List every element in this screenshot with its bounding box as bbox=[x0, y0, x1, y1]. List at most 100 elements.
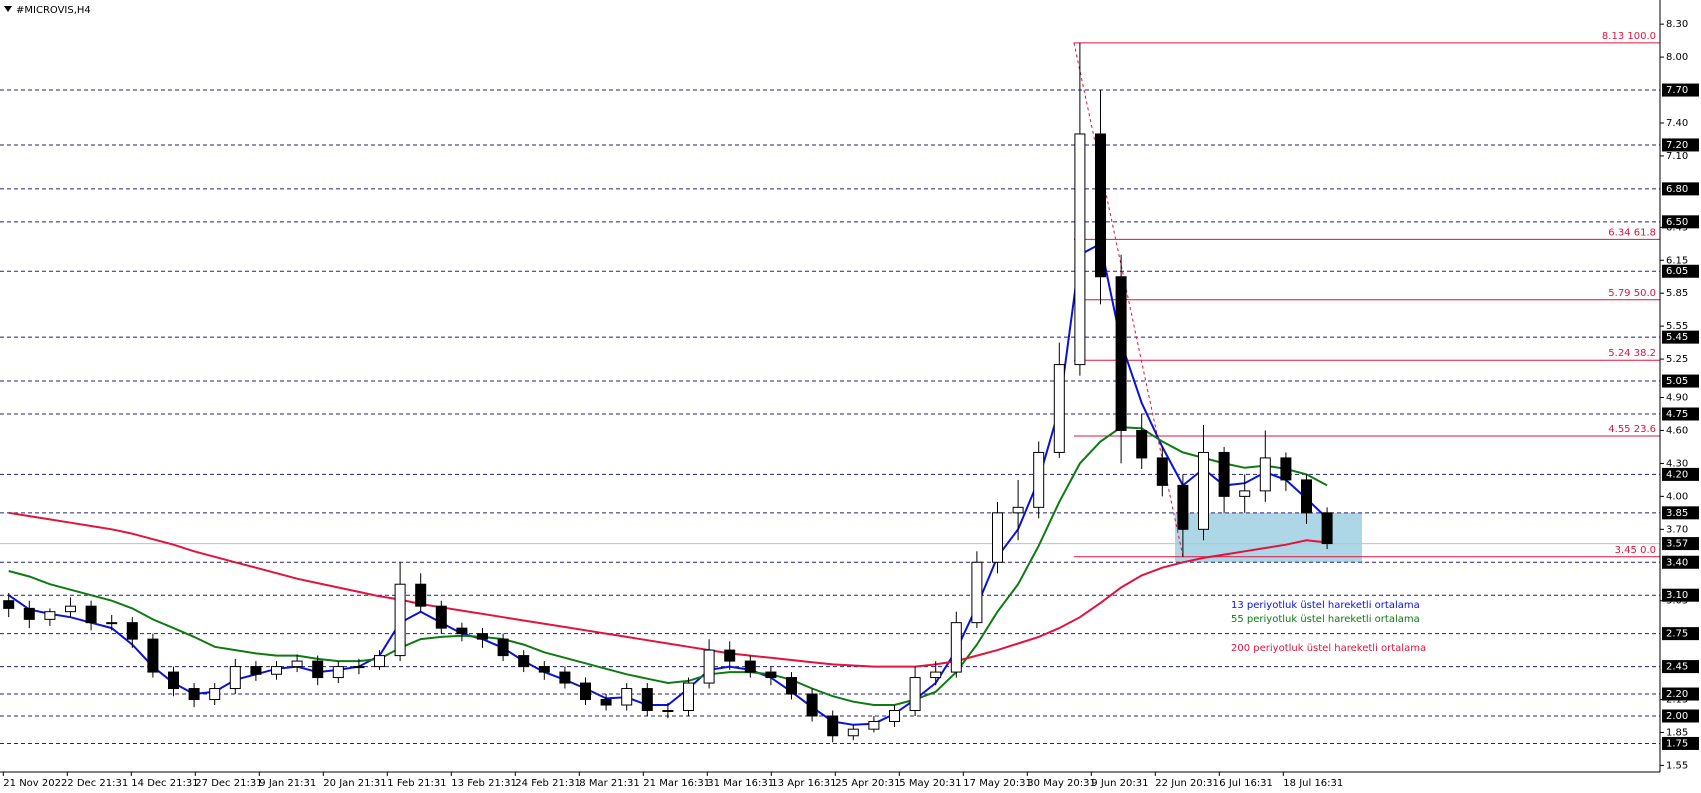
level-label: 3.85 bbox=[1666, 508, 1688, 519]
level-label-box bbox=[1662, 660, 1699, 674]
candle-body bbox=[3, 600, 15, 609]
level-label: 7.20 bbox=[1666, 140, 1688, 151]
level-label-box bbox=[1662, 736, 1699, 750]
candle-body bbox=[1239, 490, 1251, 497]
legend-entry: 200 periyotluk üstel hareketli ortalama bbox=[1231, 643, 1426, 654]
candle-body bbox=[291, 660, 303, 668]
level-label-box bbox=[1662, 506, 1699, 520]
candle-body bbox=[847, 728, 859, 737]
candle-body bbox=[971, 561, 983, 624]
candle-body bbox=[126, 622, 138, 640]
level-label: 3.10 bbox=[1666, 590, 1688, 601]
candle-body bbox=[106, 622, 118, 625]
level-label: 3.40 bbox=[1666, 557, 1688, 568]
y-tick-label: 4.90 bbox=[1666, 393, 1688, 404]
candle-body bbox=[1321, 512, 1333, 545]
candle-body bbox=[909, 677, 921, 712]
candle-body bbox=[188, 688, 200, 701]
level-label: 2.00 bbox=[1666, 711, 1688, 722]
current-price-box bbox=[1662, 537, 1699, 551]
level-label-box bbox=[1662, 215, 1699, 229]
candle-body bbox=[724, 649, 736, 662]
level-label: 6.05 bbox=[1666, 266, 1688, 277]
candle-body bbox=[1177, 484, 1189, 530]
candle-body bbox=[497, 638, 509, 657]
current-price-label: 3.57 bbox=[1666, 539, 1688, 550]
candle-body bbox=[456, 627, 468, 635]
y-tick-label: 7.10 bbox=[1666, 151, 1688, 162]
level-label-box bbox=[1662, 138, 1699, 152]
candle-body bbox=[374, 655, 385, 668]
legend-entry: 55 periyotluk üstel hareketli ortalama bbox=[1231, 614, 1420, 625]
x-tick-label: 8 Mar 21:31 bbox=[579, 778, 639, 789]
candle-body bbox=[889, 710, 900, 722]
candle-body bbox=[1115, 276, 1127, 431]
ema-line bbox=[8, 426, 1328, 706]
candle-body bbox=[1301, 479, 1312, 514]
y-tick-label: 3.70 bbox=[1666, 524, 1688, 535]
candle-body bbox=[806, 693, 818, 717]
candle-body bbox=[992, 512, 1003, 563]
y-tick-label: 5.85 bbox=[1666, 288, 1688, 299]
x-tick-label: 31 Mar 16:31 bbox=[707, 778, 774, 789]
y-tick-label: 5.25 bbox=[1666, 354, 1688, 365]
candle-body bbox=[1012, 506, 1024, 514]
x-tick-label: 14 Dec 21:31 bbox=[131, 778, 198, 789]
level-label-box bbox=[1662, 709, 1699, 723]
x-tick-label: 13 Feb 21:31 bbox=[451, 778, 517, 789]
candle-body bbox=[209, 688, 221, 701]
y-tick-label: 8.30 bbox=[1666, 19, 1688, 30]
level-label-box bbox=[1662, 555, 1699, 569]
level-label: 6.80 bbox=[1666, 184, 1688, 195]
y-tick-label: 7.40 bbox=[1666, 118, 1688, 129]
ema-line bbox=[8, 511, 1328, 668]
y-tick-label: 1.85 bbox=[1666, 727, 1688, 738]
fib-label: 3.45 0.0 bbox=[1615, 545, 1656, 556]
candle-body bbox=[477, 633, 488, 640]
candle-body bbox=[703, 649, 715, 684]
x-tick-label: 21 Nov 2022 bbox=[3, 778, 67, 789]
x-tick-label: 22 Jun 20:31 bbox=[1155, 778, 1219, 789]
candle-body bbox=[435, 605, 447, 629]
candle-body bbox=[1218, 451, 1230, 497]
candle-body bbox=[147, 638, 159, 673]
level-label-box bbox=[1662, 687, 1699, 701]
candle-body bbox=[312, 660, 324, 679]
candle-body bbox=[1033, 451, 1045, 508]
candle-body bbox=[250, 666, 262, 675]
level-label: 4.20 bbox=[1666, 469, 1688, 480]
candle-body bbox=[538, 666, 550, 673]
candle-body bbox=[559, 671, 571, 684]
candle-body bbox=[353, 666, 365, 669]
chart-title: #MICROVIS,H4 bbox=[16, 5, 91, 16]
candle-body bbox=[683, 682, 694, 712]
y-tick-label: 6.15 bbox=[1666, 255, 1688, 266]
x-tick-label: 2 Dec 21:31 bbox=[67, 778, 128, 789]
candle-body bbox=[271, 666, 282, 675]
candle-body bbox=[950, 622, 962, 673]
level-label-box bbox=[1662, 467, 1699, 481]
x-tick-label: 25 Apr 20:31 bbox=[835, 778, 900, 789]
fib-label: 5.24 38.2 bbox=[1608, 348, 1656, 359]
legend-entry: 13 periyotluk üstel hareketli ortalama bbox=[1231, 600, 1420, 611]
level-label-box bbox=[1662, 264, 1699, 278]
candle-body bbox=[85, 605, 97, 624]
fib-label: 8.13 100.0 bbox=[1602, 31, 1656, 42]
y-tick-label: 8.00 bbox=[1666, 52, 1688, 63]
x-tick-label: 6 Jul 16:31 bbox=[1219, 778, 1273, 789]
candle-body bbox=[600, 699, 612, 706]
level-label: 1.75 bbox=[1666, 738, 1688, 749]
x-tick-label: 5 May 20:31 bbox=[899, 778, 961, 789]
level-label: 2.75 bbox=[1666, 629, 1688, 640]
fib-label: 5.79 50.0 bbox=[1608, 288, 1656, 299]
candle-body bbox=[1280, 457, 1292, 481]
candle-body bbox=[229, 666, 241, 690]
x-tick-label: 9 Jan 21:31 bbox=[259, 778, 316, 789]
fib-label: 6.34 61.8 bbox=[1608, 227, 1656, 238]
candle-body bbox=[518, 655, 530, 668]
candle-body bbox=[332, 666, 344, 679]
candle-body bbox=[415, 583, 427, 607]
level-label-box bbox=[1662, 83, 1699, 97]
